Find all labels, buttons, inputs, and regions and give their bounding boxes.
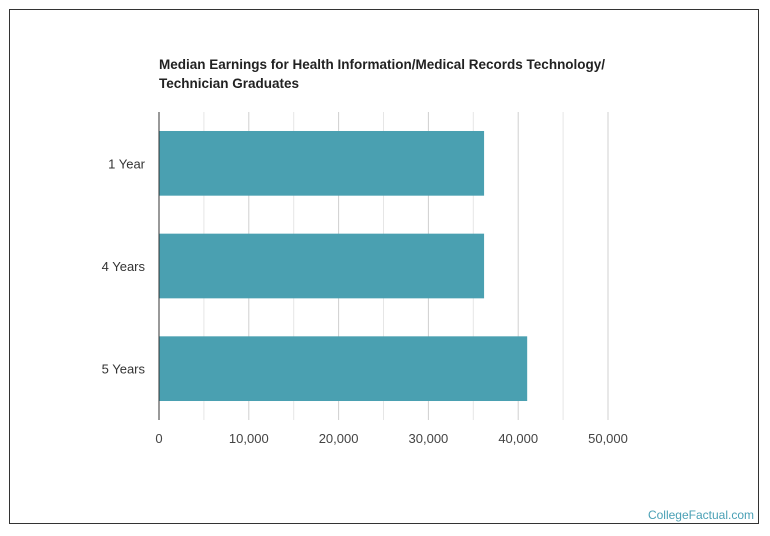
- x-tick-label: 30,000: [409, 431, 449, 446]
- bar-1-year: [159, 130, 485, 196]
- bar-4-years: [159, 233, 485, 299]
- x-tick-label: 40,000: [498, 431, 538, 446]
- chart-title-line-2: Technician Graduates: [159, 76, 300, 91]
- source-label[interactable]: CollegeFactual.com: [647, 508, 754, 522]
- category-label: 4 Years: [102, 259, 146, 274]
- category-label: 5 Years: [102, 362, 146, 377]
- bar-5-years: [159, 336, 528, 402]
- category-label: 1 Year: [108, 156, 146, 171]
- x-tick-label: 20,000: [319, 431, 359, 446]
- chart-title: Median Earnings for Health Information/M…: [159, 55, 639, 93]
- x-tick-label: 50,000: [588, 431, 628, 446]
- x-tick-label: 10,000: [229, 431, 269, 446]
- bars: [159, 130, 528, 402]
- category-labels: 1 Year 4 Years 5 Years: [102, 156, 146, 376]
- x-tick-label: 0: [155, 431, 162, 446]
- x-tick-labels: 0 10,000 20,000 30,000 40,000 50,000: [155, 431, 628, 446]
- chart-title-line-1: Median Earnings for Health Information/M…: [159, 57, 606, 72]
